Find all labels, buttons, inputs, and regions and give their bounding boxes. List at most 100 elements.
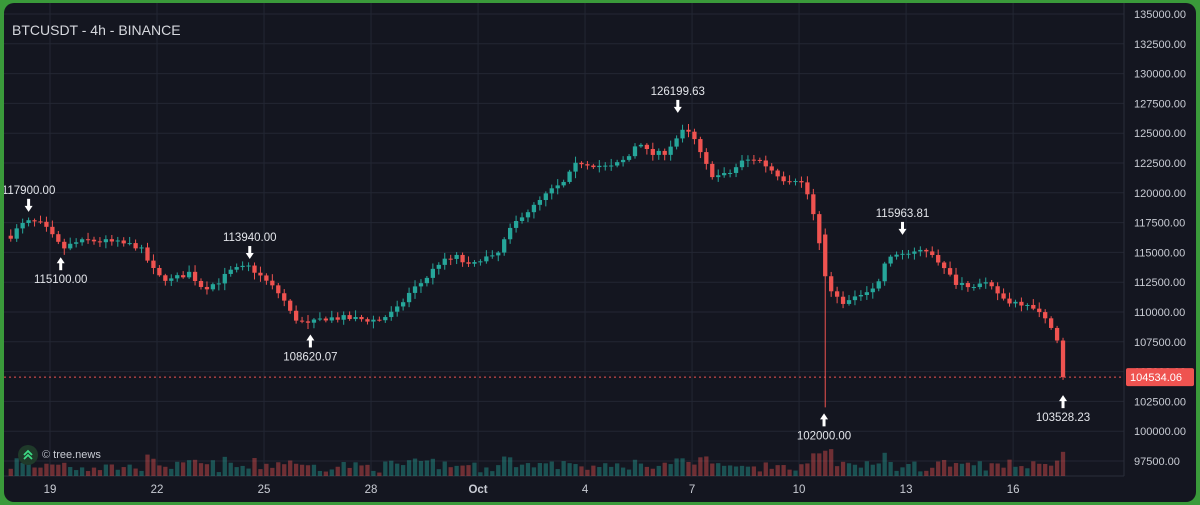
volume-bar: [1019, 466, 1024, 476]
volume-bar: [406, 460, 412, 476]
volume-bar: [656, 465, 661, 476]
volume-bar: [680, 458, 685, 476]
arrow-shaft: [27, 198, 31, 207]
candle-body: [341, 315, 346, 320]
volume-bar: [472, 462, 477, 476]
candle-body: [1048, 318, 1054, 328]
candle-body: [525, 212, 531, 218]
volume-bar: [502, 456, 507, 476]
volume-bar: [626, 469, 632, 476]
volume-bar: [56, 464, 61, 476]
volume-bar: [1001, 467, 1006, 476]
y-tick-label: 130000.00: [1134, 69, 1186, 81]
candle-body: [983, 282, 988, 284]
candle-body: [240, 265, 245, 268]
volume-bar: [109, 464, 114, 476]
volume-bar: [912, 461, 917, 476]
candle-body: [317, 318, 323, 320]
arrow-shaft: [822, 418, 826, 427]
volume-bar: [234, 467, 239, 476]
candle-body: [906, 253, 911, 255]
candle-body: [210, 284, 216, 290]
arrow-up-icon: [306, 334, 315, 341]
annotation-label: 115963.81: [876, 208, 930, 220]
candle-body: [62, 241, 67, 249]
candle-body: [989, 282, 994, 287]
volume-bar: [395, 463, 400, 476]
candle-body: [620, 159, 626, 163]
candle-body: [430, 268, 435, 278]
volume-bar: [995, 463, 1000, 476]
candle-body: [97, 241, 103, 243]
volume-bar: [1060, 451, 1066, 476]
arrow-shaft: [59, 262, 63, 271]
candle-body: [192, 271, 198, 281]
volume-bar: [377, 472, 382, 476]
volume-bar: [531, 467, 537, 476]
volume-bar: [97, 470, 103, 476]
y-tick-label: 132500.00: [1134, 39, 1186, 51]
volume-bar: [317, 470, 323, 476]
candle-body: [121, 240, 126, 244]
volume-bar: [133, 468, 138, 476]
volume-bar: [8, 468, 13, 476]
volume-bar: [567, 463, 572, 476]
volume-bar: [852, 464, 858, 476]
candle-body: [549, 188, 554, 194]
candle-body: [32, 220, 37, 222]
candle-body: [222, 273, 227, 284]
candle-body: [1019, 301, 1024, 306]
volume-bar: [335, 466, 340, 476]
volume-bar: [365, 464, 370, 476]
candle-body: [519, 217, 525, 221]
volume-bar: [74, 470, 79, 476]
candle-body: [531, 204, 537, 213]
candle-body: [716, 175, 721, 178]
candle-body: [38, 221, 43, 223]
candle-body: [383, 317, 388, 321]
candle-body: [412, 286, 418, 293]
candle-body: [965, 283, 971, 288]
volume-bar: [965, 462, 971, 476]
candle-body: [787, 181, 792, 183]
candlestick-chart[interactable]: 135000.00 132500.00 130000.00 127500.00 1250…: [4, 3, 1196, 502]
candle-body: [977, 283, 982, 288]
volume-bar: [609, 466, 614, 476]
candle-body: [502, 239, 507, 253]
volume-bar: [175, 461, 180, 476]
candle-body: [145, 247, 150, 261]
candle-body: [1054, 327, 1060, 341]
candle-body: [347, 315, 352, 320]
volume-bar: [448, 467, 453, 476]
volume-bar: [555, 469, 560, 476]
candle-body: [763, 160, 768, 167]
candle-body: [56, 234, 61, 242]
tree-news-logo-icon: [18, 445, 38, 465]
candle-body: [603, 165, 608, 167]
volume-bar: [870, 464, 875, 476]
volume-bar: [383, 461, 388, 476]
annotation-label: 113940.00: [223, 232, 277, 244]
volume-bar: [127, 464, 132, 476]
volume-bar: [157, 465, 162, 476]
candle-body: [169, 278, 174, 281]
candle-body: [335, 317, 340, 320]
x-tick-label: 28: [365, 484, 378, 496]
volume-bar: [91, 467, 97, 476]
volume-bar: [79, 467, 85, 476]
annotation-label: 103528.23: [1036, 412, 1090, 424]
volume-bar: [888, 462, 893, 476]
volume-bar: [490, 471, 495, 476]
volume-bar: [26, 463, 31, 476]
volume-bar: [983, 470, 988, 476]
x-tick-label: 16: [1007, 484, 1020, 496]
candle-body: [823, 234, 828, 277]
volume-bar: [698, 457, 703, 476]
volume-bar: [246, 468, 251, 476]
candle-body: [377, 319, 382, 321]
candle-body: [85, 239, 91, 241]
price-annotation: 102000.00: [797, 413, 851, 442]
volume-bar: [38, 467, 43, 476]
volume-bar: [484, 467, 489, 476]
volume-bar: [561, 461, 566, 476]
